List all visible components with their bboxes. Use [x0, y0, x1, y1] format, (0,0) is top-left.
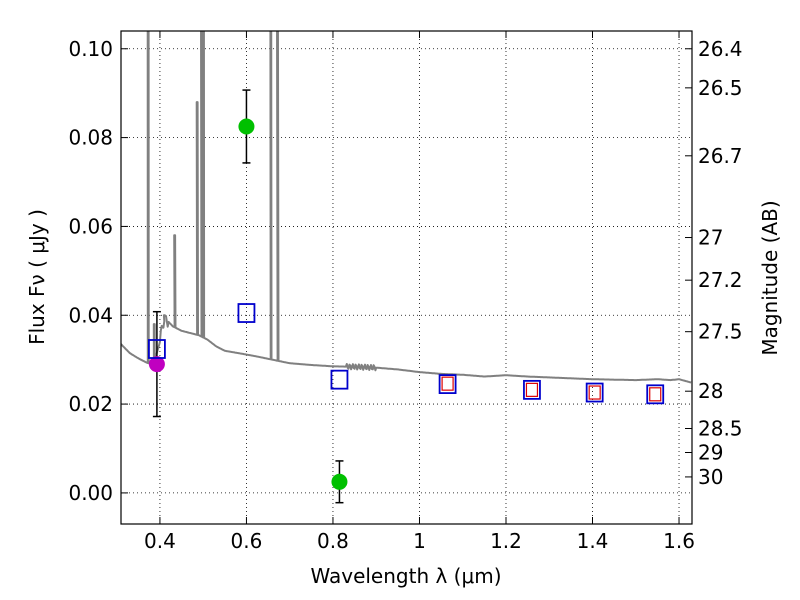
- y-tick-label: 0.10: [68, 37, 113, 61]
- plot-frame: [120, 30, 693, 525]
- axes-ticks: 0.4 0.6 0.8 1 1.2 1.4 1.6 0.00 0.02 0.04 0.06 0.08 0…: [68, 31, 743, 553]
- model-photometry-square: [438, 374, 457, 394]
- y-tick-label: 0.00: [68, 481, 113, 505]
- x-tick-label: 1: [413, 529, 426, 553]
- x-tick-label: 1.2: [490, 529, 522, 553]
- x-axis-label: Wavelength λ (μm): [310, 564, 501, 588]
- synthetic-photometry-square: [525, 382, 539, 397]
- model-photometry-square: [585, 382, 604, 403]
- mag-tick-label: 27.5: [698, 320, 743, 344]
- mag-tick-label: 28: [698, 379, 723, 403]
- y-tick-label: 0.04: [68, 303, 113, 327]
- y-tick-label: 0.06: [68, 214, 113, 238]
- mag-tick-label: 27.2: [698, 268, 743, 292]
- synthetic-photometry-square: [649, 387, 662, 402]
- synthetic-photometry-square: [588, 385, 601, 400]
- x-tick-label: 1.6: [663, 529, 695, 553]
- y-tick-label: 0.08: [68, 126, 113, 150]
- mag-tick-label: 26.5: [698, 76, 743, 100]
- mag-tick-label: 30: [698, 465, 723, 489]
- y-axis-label-right: Magnitude (AB): [758, 200, 782, 355]
- y-axis-label-left: Flux Fν ( μJy ): [25, 209, 49, 345]
- x-tick-label: 1.4: [577, 529, 609, 553]
- mag-tick-label: 27: [698, 226, 723, 250]
- grid: [121, 31, 692, 524]
- model-spectrum-line: [121, 31, 692, 384]
- detection-point: [238, 118, 255, 135]
- model-photometry-square: [148, 339, 166, 359]
- x-tick-label: 0.8: [317, 529, 349, 553]
- y-tick-label: 0.02: [68, 392, 113, 416]
- mag-tick-label: 26.7: [698, 144, 743, 168]
- mag-tick-label: 26.4: [698, 37, 743, 61]
- mag-tick-label: 28.5: [698, 417, 743, 441]
- model-photometry-square: [646, 384, 665, 405]
- synthetic-photometry-square: [441, 376, 454, 391]
- model-photometry-square: [237, 303, 256, 323]
- data-area: [121, 31, 692, 504]
- special-point: [148, 356, 165, 373]
- mag-tick-label: 29: [698, 440, 723, 464]
- x-tick-label: 0.4: [144, 529, 176, 553]
- model-photometry-square: [523, 379, 541, 400]
- x-tick-label: 0.6: [231, 529, 263, 553]
- detection-point: [331, 473, 348, 490]
- model-photometry-square: [330, 369, 349, 390]
